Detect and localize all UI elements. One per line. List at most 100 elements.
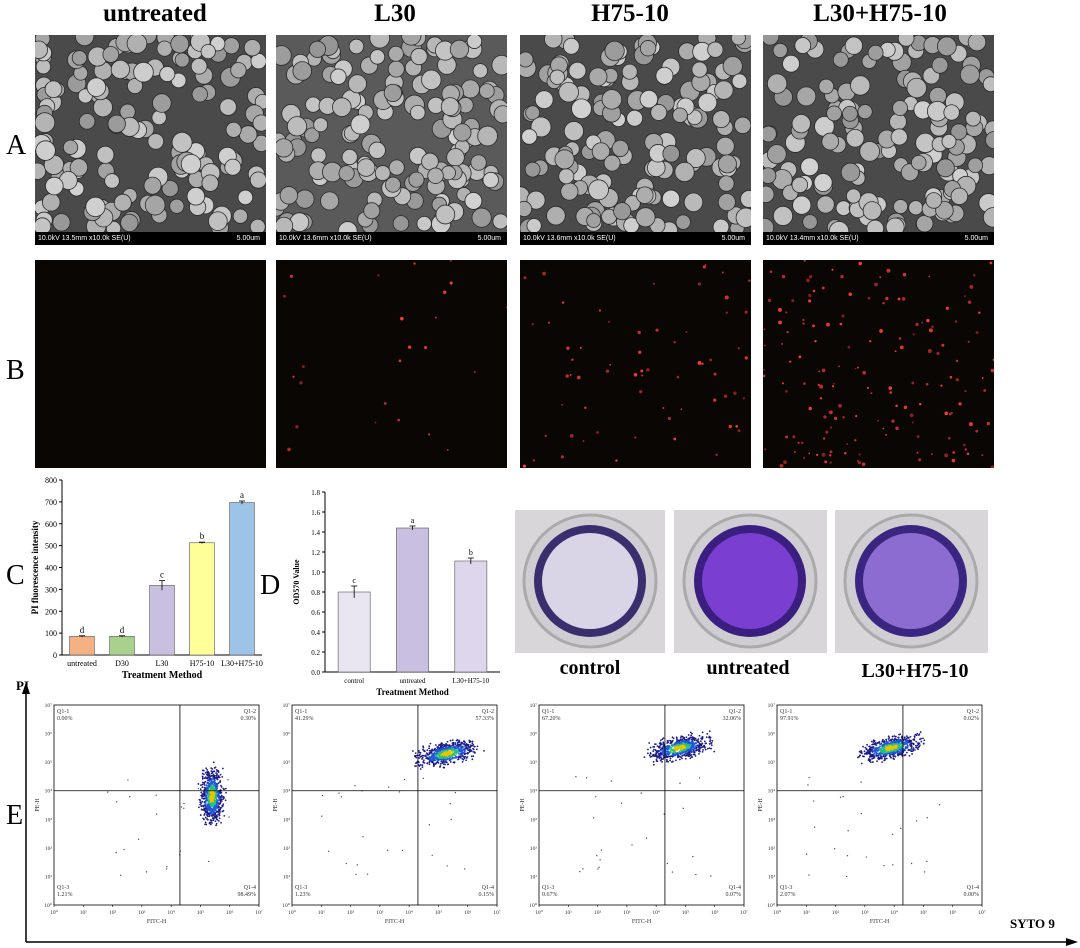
- event-dot: [892, 755, 895, 757]
- sem-cell: [772, 42, 788, 58]
- event-dot: [210, 790, 212, 793]
- sem-cell: [792, 195, 812, 215]
- sem-cell: [935, 201, 954, 220]
- pi-stained-cell: [936, 351, 940, 356]
- event-dot: [464, 755, 467, 758]
- event-dot: [212, 803, 215, 806]
- pi-stained-cell: [964, 448, 967, 451]
- y-tick-label: 10⁷: [768, 703, 776, 709]
- event-dot: [684, 741, 687, 744]
- event-dot: [893, 749, 895, 752]
- event-dot: [912, 748, 915, 751]
- quadrant-label: 1.23%: [295, 892, 311, 898]
- sem-cell: [113, 193, 132, 212]
- event-dot: [659, 759, 662, 762]
- event-dot: [206, 768, 209, 771]
- pi-fluorescence-chart: 0 100 200 300 400 500 600 700 800 d untreated d D30 c…: [30, 476, 263, 681]
- event-dot: [672, 737, 675, 740]
- sem-cell: [796, 86, 817, 107]
- event-dot: [214, 813, 217, 816]
- pi-stained-cell: [901, 297, 906, 301]
- event-dot: [204, 771, 207, 774]
- event-dot: [656, 756, 659, 759]
- sem-cell: [925, 192, 943, 209]
- event-dot: [675, 741, 678, 744]
- sem-cell: [35, 140, 56, 161]
- sem-cell: [525, 105, 541, 121]
- sem-cell: [147, 133, 165, 150]
- pi-stained-cell: [831, 268, 834, 271]
- event-dot: [687, 744, 690, 746]
- event-dot: [212, 761, 215, 764]
- pi-stained-cell: [542, 271, 546, 276]
- pi-stained-cell: [964, 295, 966, 297]
- sem-cell: [421, 152, 439, 171]
- well-graphic: [682, 513, 818, 649]
- event-dot: [217, 782, 220, 785]
- event-dot: [683, 736, 686, 739]
- event-dot: [891, 748, 894, 751]
- event-dot: [338, 792, 340, 794]
- event-dot: [869, 754, 872, 757]
- sem-image-l30: 10.0kV 13.6mm x10.0k SE(U) 5.00um: [276, 35, 507, 245]
- plot-frame: [538, 704, 745, 906]
- sem-cell: [526, 218, 542, 234]
- pi-stained-cell: [955, 378, 959, 382]
- event-dot: [671, 745, 674, 748]
- event-dot: [661, 760, 663, 763]
- pi-stained-cell: [847, 345, 851, 349]
- event-dot: [658, 750, 661, 752]
- event-dot: [458, 743, 461, 746]
- event-dot: [910, 747, 913, 750]
- event-dot: [209, 803, 212, 805]
- event-dot: [887, 742, 890, 744]
- event-dot: [692, 738, 695, 741]
- sem-cell: [563, 121, 584, 142]
- event-dot: [666, 750, 668, 753]
- event-dot: [888, 753, 891, 755]
- significance-letter: b: [469, 548, 473, 557]
- sem-cell: [621, 63, 638, 80]
- event-dot: [595, 796, 597, 798]
- pi-stained-cell: [639, 390, 643, 394]
- bar: [337, 591, 371, 673]
- sem-cell: [387, 45, 404, 62]
- event-dot: [204, 780, 207, 783]
- event-dot: [215, 817, 218, 820]
- event-dot: [905, 740, 908, 743]
- sem-cell: [330, 68, 347, 85]
- y-tick-label: 0.8: [311, 589, 320, 597]
- event-dot: [444, 749, 446, 752]
- sem-cell: [588, 179, 609, 201]
- event-dot: [210, 775, 213, 777]
- event-dot: [436, 746, 439, 748]
- event-dot: [449, 803, 451, 805]
- sem-cell: [410, 47, 428, 66]
- event-dot: [218, 814, 221, 817]
- event-dot: [204, 776, 207, 779]
- pi-stained-cell: [829, 454, 832, 457]
- x-tick-label: 10⁰: [535, 909, 544, 916]
- event-dot: [698, 734, 701, 737]
- event-dot: [467, 752, 469, 755]
- sem-cell: [190, 57, 208, 75]
- sem-cell: [530, 116, 552, 138]
- bar: [149, 585, 175, 656]
- sem-cell: [421, 69, 442, 91]
- event-dot: [441, 742, 443, 745]
- quadrant-label: 1.21%: [57, 892, 73, 898]
- event-dot: [702, 749, 704, 751]
- event-dot: [345, 862, 348, 865]
- event-dot: [675, 743, 678, 746]
- sem-cell: [763, 35, 780, 46]
- event-dot: [205, 808, 208, 810]
- event-dot: [422, 745, 425, 748]
- quadrant-label: 98.49%: [238, 892, 257, 898]
- pi-stained-cell: [885, 433, 888, 436]
- pi-stained-cell: [981, 454, 984, 457]
- event-dot: [456, 756, 458, 759]
- event-dot: [433, 759, 436, 761]
- sem-cell: [520, 200, 533, 218]
- event-dot: [881, 738, 884, 741]
- event-dot: [225, 791, 227, 794]
